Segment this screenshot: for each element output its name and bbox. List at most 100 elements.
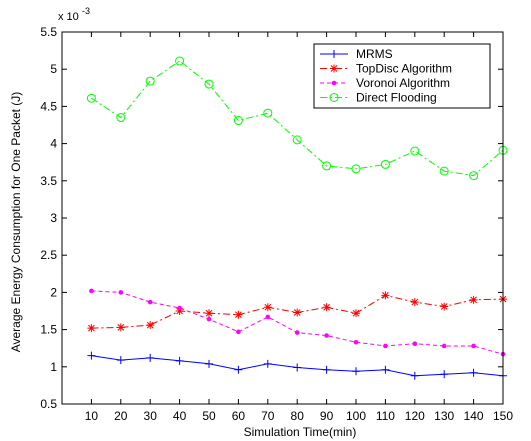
data-point-mrms: [87, 351, 96, 360]
data-point-topdisc-algorithm: [352, 309, 360, 318]
data-point-direct-flooding: [86, 93, 96, 103]
legend-label-mrms: MRMS: [356, 47, 393, 61]
data-point-topdisc-algorithm: [410, 298, 419, 307]
x-tick-label: 60: [232, 409, 246, 423]
x-tick-label: 150: [493, 409, 513, 423]
x-tick-label: 140: [464, 409, 484, 423]
data-point-direct-flooding: [292, 135, 302, 145]
data-point-mrms: [381, 365, 390, 374]
y-tick-label: 2: [50, 285, 57, 299]
data-point-topdisc-algorithm: [234, 310, 243, 319]
data-point-mrms: [263, 359, 272, 368]
data-point-direct-flooding: [322, 161, 332, 171]
data-point-direct-flooding: [204, 79, 214, 89]
data-point-direct-flooding: [263, 108, 273, 118]
y-tick-label: 4: [50, 137, 57, 151]
y-axis-exponent: -3: [82, 6, 90, 16]
data-point-direct-flooding: [351, 164, 361, 174]
data-point-direct-flooding: [175, 56, 185, 66]
data-point-mrms: [234, 365, 243, 374]
data-point-topdisc-algorithm: [293, 308, 302, 317]
series-mrms: [87, 351, 507, 380]
data-point-direct-flooding: [439, 166, 449, 176]
x-tick-label: 30: [144, 409, 158, 423]
x-tick-label: 10: [85, 409, 99, 423]
data-point-voronoi-algorithm: [147, 299, 153, 305]
data-point-topdisc-algorithm: [322, 303, 331, 312]
data-point-mrms: [293, 363, 302, 372]
plot-area: [86, 56, 508, 380]
data-point-direct-flooding: [469, 171, 479, 181]
legend-marker-mrms: [330, 50, 338, 58]
series-direct-flooding: [86, 56, 508, 181]
y-tick-label: 2.5: [40, 248, 57, 262]
legend-label-direct-flooding: Direct Flooding: [356, 91, 437, 105]
data-point-mrms: [205, 359, 213, 368]
data-point-voronoi-algorithm: [118, 290, 124, 295]
x-tick-label: 70: [261, 409, 275, 423]
data-point-mrms: [146, 353, 155, 362]
series-topdisc-algorithm: [87, 291, 507, 333]
y-tick-label: 1.5: [40, 323, 57, 337]
data-point-direct-flooding: [233, 116, 243, 126]
data-point-voronoi-algorithm: [383, 343, 388, 349]
y-axis-label: Average Energy Consumption for One Packe…: [9, 92, 23, 353]
data-point-voronoi-algorithm: [265, 314, 271, 320]
data-point-topdisc-algorithm: [87, 324, 96, 333]
data-point-topdisc-algorithm: [381, 291, 390, 300]
x-tick-label: 80: [291, 409, 305, 423]
data-point-voronoi-algorithm: [353, 339, 359, 345]
x-tick-label: 50: [202, 409, 216, 423]
data-point-topdisc-algorithm: [116, 323, 125, 332]
y-tick-label: 5.5: [40, 25, 57, 39]
x-tick-label: 20: [114, 409, 128, 423]
data-point-direct-flooding: [116, 113, 126, 123]
data-point-topdisc-algorithm: [205, 309, 213, 318]
y-tick-label: 1: [50, 360, 57, 374]
data-point-voronoi-algorithm: [206, 316, 212, 322]
data-point-mrms: [175, 356, 184, 365]
data-point-voronoi-algorithm: [412, 341, 418, 347]
y-tick-label: 4.5: [40, 99, 57, 113]
x-tick-label: 40: [173, 409, 187, 423]
data-point-voronoi-algorithm: [89, 288, 94, 294]
x-tick-label: 110: [376, 409, 395, 423]
y-tick-label: 0.5: [40, 397, 57, 411]
legend-marker-voronoi-algorithm: [331, 80, 337, 86]
data-point-direct-flooding: [380, 159, 390, 169]
y-tick-label: 5: [50, 62, 57, 76]
data-point-voronoi-algorithm: [324, 333, 329, 338]
data-point-voronoi-algorithm: [236, 329, 241, 335]
legend-box: [313, 43, 491, 109]
data-point-mrms: [116, 356, 125, 365]
data-point-direct-flooding: [145, 76, 155, 86]
data-point-direct-flooding: [410, 146, 420, 156]
data-point-topdisc-algorithm: [469, 295, 478, 304]
legend-label-topdisc-algorithm: TopDisc Algorithm: [356, 62, 452, 76]
data-point-topdisc-algorithm: [175, 307, 184, 315]
legend-marker-direct-flooding: [329, 93, 339, 102]
legend-marker-topdisc-algorithm: [330, 64, 338, 73]
data-point-mrms: [410, 371, 419, 380]
data-point-topdisc-algorithm: [263, 303, 272, 312]
x-tick-label: 120: [405, 409, 425, 423]
data-point-mrms: [469, 368, 478, 377]
data-point-voronoi-algorithm: [177, 305, 182, 311]
legend-label-voronoi-algorithm: Voronoi Algorithm: [356, 76, 450, 90]
data-point-mrms: [352, 367, 360, 376]
data-point-voronoi-algorithm: [441, 343, 447, 349]
data-point-voronoi-algorithm: [294, 330, 300, 335]
data-point-mrms: [322, 365, 331, 374]
y-tick-label: 3: [50, 211, 57, 225]
x-tick-label: 130: [434, 409, 454, 423]
x-tick-label: 100: [346, 409, 366, 423]
y-axis-multiplier: x 10: [58, 11, 79, 23]
data-point-topdisc-algorithm: [440, 302, 449, 311]
y-tick-label: 3.5: [40, 174, 57, 188]
x-tick-label: 90: [320, 409, 334, 423]
data-point-voronoi-algorithm: [471, 343, 476, 349]
series-line-direct-flooding: [91, 60, 504, 177]
data-point-topdisc-algorithm: [146, 321, 155, 330]
